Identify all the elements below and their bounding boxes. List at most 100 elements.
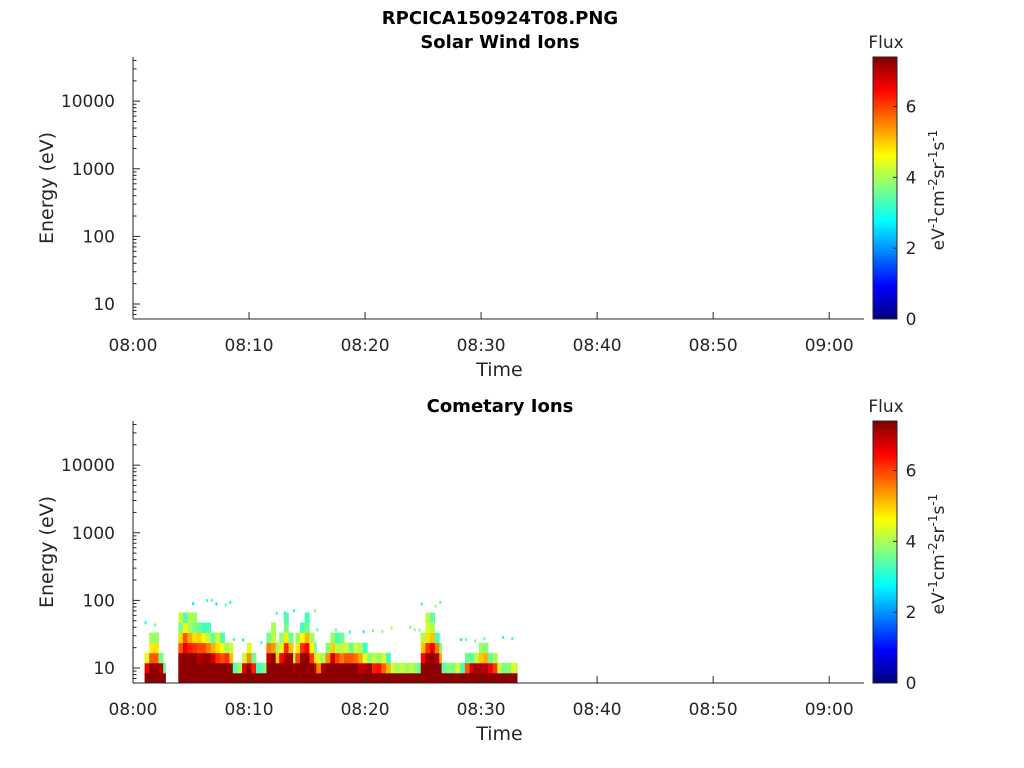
spectrogram-cell: [441, 662, 447, 674]
spectrogram-cell: [390, 672, 396, 684]
spectrogram-cell: [348, 630, 351, 634]
spectrogram-cell: [381, 672, 387, 684]
spectrogram-cell: [439, 642, 442, 654]
spectrogram-cell: [206, 672, 212, 684]
panel-title: Solar Wind Ions: [420, 32, 579, 53]
spectrogram-cell: [224, 652, 230, 664]
spectrogram-cell: [201, 632, 207, 644]
spectrogram-cell: [256, 672, 261, 684]
spectrogram-cell: [149, 642, 155, 654]
spectrogram-cell: [376, 652, 382, 664]
spectrogram-cell: [206, 599, 209, 602]
spectrogram-cell: [232, 638, 235, 641]
spectrogram-cell: [178, 642, 184, 654]
spectrogram-cell: [206, 632, 212, 644]
spectrogram-cell: [144, 672, 150, 684]
spectrogram-cell: [288, 652, 294, 664]
spectrogram-cell: [304, 662, 310, 674]
x-tick-label: 08:00: [109, 700, 158, 720]
spectrogram-cell: [309, 642, 315, 654]
spectrogram-cell: [385, 662, 391, 674]
spectrogram-cell: [425, 642, 431, 654]
spectrogram-cell: [430, 612, 435, 623]
spectrogram-cell: [502, 662, 507, 674]
spectrogram-cell: [192, 602, 195, 606]
spectrogram-cell: [149, 672, 155, 684]
spectrogram-cell: [293, 672, 296, 684]
spectrogram-cell: [210, 642, 216, 654]
spectrogram-cell: [196, 672, 202, 684]
spectrogram-cell: [309, 652, 315, 664]
spectrogram-cell: [304, 652, 310, 664]
spectrogram-cell: [206, 652, 212, 664]
spectrogram-cell: [330, 662, 336, 674]
spectrogram-cell: [275, 672, 280, 684]
y-tick-label: 100: [83, 227, 115, 247]
spectrogram-cell: [362, 662, 368, 674]
spectrogram-cell: [275, 642, 280, 654]
y-tick-label: 10: [93, 659, 115, 679]
plot-area: [133, 421, 864, 683]
spectrogram-cell: [215, 642, 221, 654]
spectrogram-cell: [334, 662, 340, 674]
spectrogram-cell: [425, 612, 431, 623]
figure-title: RPCICA150924T08.PNG: [382, 8, 618, 29]
spectrogram-cell: [182, 612, 188, 623]
spectrogram-cell: [283, 672, 289, 684]
spectrogram-cell: [367, 652, 373, 664]
spectrogram-cell: [358, 662, 364, 674]
spectrogram-cell: [314, 662, 317, 674]
y-tick-label: 10000: [61, 92, 115, 112]
spectrogram-cell: [390, 626, 393, 630]
spectrogram-cell: [409, 672, 415, 684]
spectrogram-cell: [353, 652, 359, 664]
spectrogram-cell: [474, 639, 477, 643]
x-tick-label: 08:40: [573, 336, 622, 356]
colorbar-tick-label: 4: [906, 168, 917, 188]
spectrogram-cell: [506, 662, 512, 674]
spectrogram-cell: [192, 632, 198, 644]
spectrogram-cell: [316, 652, 322, 664]
spectrogram-cell: [339, 672, 345, 684]
spectrogram-cell: [293, 609, 296, 613]
spectrogram-cell: [229, 642, 234, 654]
spectrogram-cell: [439, 662, 442, 674]
plot-area: [133, 57, 864, 319]
spectrogram-cell: [178, 652, 184, 664]
spectrogram-cell: [187, 672, 193, 684]
spectrogram-cell: [206, 622, 212, 633]
spectrogram-cell: [279, 652, 285, 664]
y-tick-label: 1000: [72, 160, 115, 180]
spectrogram-cell: [196, 632, 202, 644]
spectrogram-cell: [325, 662, 331, 674]
spectrogram-cell: [425, 672, 431, 684]
spectrogram-cell: [358, 642, 364, 654]
spectrogram-cell: [251, 652, 257, 664]
spectrogram-cell: [372, 662, 377, 674]
spectrogram-cell: [187, 662, 193, 674]
spectrogram-cell: [488, 662, 494, 674]
spectrogram-cell: [460, 662, 466, 674]
spectrogram-cell: [256, 662, 261, 674]
colorbar: Flux 0 2 4 6 eV-1cm-2sr-1s-1: [868, 33, 949, 330]
spectrogram-cell: [304, 632, 310, 644]
spectrogram-cell: [474, 652, 480, 664]
spectrogram-cell: [511, 662, 517, 674]
x-tick-label: 09:00: [805, 700, 854, 720]
spectrogram-cell: [344, 652, 350, 664]
colorbar-tick-label: 6: [906, 462, 917, 482]
spectrogram-cell: [293, 652, 296, 664]
spectrogram-cell: [330, 672, 336, 684]
spectrogram-cell: [271, 662, 277, 674]
spectrogram-cell: [483, 642, 489, 654]
spectrogram-cell: [372, 672, 377, 684]
spectrogram-cell: [144, 662, 150, 674]
colorbar-tick-label: 0: [906, 674, 917, 694]
spectrogram-cell: [434, 652, 440, 664]
y-tick-label: 10: [93, 295, 115, 315]
spectrogram-cell: [483, 672, 489, 684]
spectrogram-cell: [275, 662, 280, 674]
spectrogram-cell: [300, 622, 306, 633]
spectrogram-cell: [266, 652, 272, 664]
